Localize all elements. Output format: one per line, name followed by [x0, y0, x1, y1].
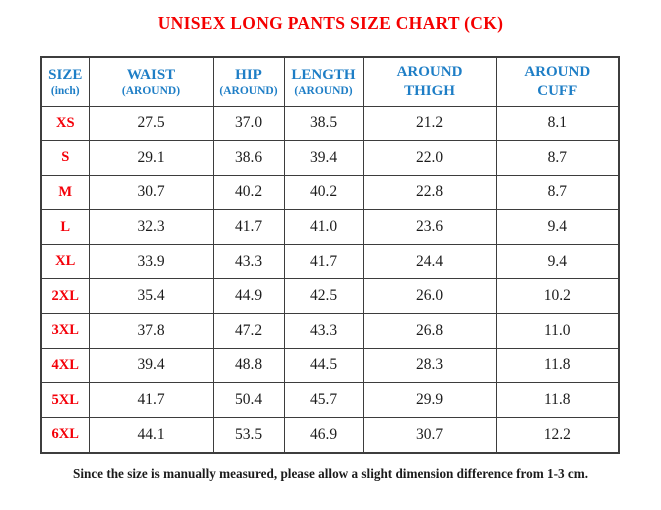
column-header-label: CUFF: [537, 82, 578, 99]
size-cell: 4XL: [40, 347, 90, 384]
table-header: SIZE (inch) WAIST (AROUND) HIP (AROUND) …: [40, 56, 620, 107]
value-cell: 23.6: [362, 209, 497, 245]
value-cell: 26.0: [362, 278, 497, 315]
value-cell: 24.4: [362, 243, 497, 280]
column-header-around-cuff: AROUND CUFF: [495, 56, 620, 107]
column-header-label: AROUND: [524, 64, 591, 81]
value-cell: 27.5: [88, 105, 214, 142]
header-row: SIZE (inch) WAIST (AROUND) HIP (AROUND) …: [40, 56, 620, 107]
table-row-s: S 29.1 38.6 39.4 22.0 8.7: [40, 140, 620, 176]
size-cell: 5XL: [40, 382, 90, 418]
value-cell: 22.0: [362, 140, 497, 176]
value-cell: 44.5: [283, 347, 364, 384]
value-cell: 41.7: [88, 382, 214, 418]
table-row-l: L 32.3 41.7 41.0 23.6 9.4: [40, 209, 620, 245]
value-cell: 9.4: [495, 209, 620, 245]
value-cell: 8.7: [495, 174, 620, 211]
value-cell: 43.3: [212, 243, 285, 280]
column-header-hip: HIP (AROUND): [212, 56, 285, 107]
size-cell: 3XL: [40, 313, 90, 349]
value-cell: 37.8: [88, 313, 214, 349]
value-cell: 41.7: [212, 209, 285, 245]
value-cell: 26.8: [362, 313, 497, 349]
value-cell: 46.9: [283, 416, 364, 454]
column-header-length: LENGTH (AROUND): [283, 56, 364, 107]
table-row-2xl: 2XL 35.4 44.9 42.5 26.0 10.2: [40, 278, 620, 315]
value-cell: 10.2: [495, 278, 620, 315]
column-header-label: AROUND: [396, 64, 463, 81]
size-cell: 2XL: [40, 278, 90, 315]
value-cell: 41.0: [283, 209, 364, 245]
value-cell: 45.7: [283, 382, 364, 418]
table-row-4xl: 4XL 39.4 48.8 44.5 28.3 11.8: [40, 347, 620, 384]
column-header-label: THIGH: [404, 82, 455, 99]
size-cell: S: [40, 140, 90, 176]
value-cell: 32.3: [88, 209, 214, 245]
value-cell: 29.9: [362, 382, 497, 418]
value-cell: 43.3: [283, 313, 364, 349]
value-cell: 21.2: [362, 105, 497, 142]
value-cell: 38.5: [283, 105, 364, 142]
column-header-around-thigh: AROUND THIGH: [362, 56, 497, 107]
size-cell: 6XL: [40, 416, 90, 454]
table-row-xs: XS 27.5 37.0 38.5 21.2 8.1: [40, 105, 620, 142]
value-cell: 8.1: [495, 105, 620, 142]
value-cell: 53.5: [212, 416, 285, 454]
value-cell: 39.4: [283, 140, 364, 176]
column-header-size: SIZE (inch): [40, 56, 90, 107]
value-cell: 44.9: [212, 278, 285, 315]
value-cell: 50.4: [212, 382, 285, 418]
value-cell: 37.0: [212, 105, 285, 142]
size-cell: L: [40, 209, 90, 245]
value-cell: 48.8: [212, 347, 285, 384]
page-title: UNISEX LONG PANTS SIZE CHART (CK): [157, 13, 504, 33]
value-cell: 39.4: [88, 347, 214, 384]
measurement-note: Since the size is manually measured, ple…: [72, 466, 588, 481]
value-cell: 9.4: [495, 243, 620, 280]
size-cell: XS: [40, 105, 90, 142]
value-cell: 40.2: [212, 174, 285, 211]
column-header-label: SIZE: [48, 66, 83, 83]
value-cell: 41.7: [283, 243, 364, 280]
value-cell: 33.9: [88, 243, 214, 280]
value-cell: 11.8: [495, 382, 620, 418]
value-cell: 11.8: [495, 347, 620, 384]
value-cell: 22.8: [362, 174, 497, 211]
value-cell: 28.3: [362, 347, 497, 384]
size-cell: XL: [40, 243, 90, 280]
column-header-label: HIP: [235, 66, 262, 83]
table-row-xl: XL 33.9 43.3 41.7 24.4 9.4: [40, 243, 620, 280]
column-header-waist: WAIST (AROUND): [88, 56, 214, 107]
value-cell: 35.4: [88, 278, 214, 315]
value-cell: 30.7: [362, 416, 497, 454]
value-cell: 47.2: [212, 313, 285, 349]
size-cell: M: [40, 174, 90, 211]
value-cell: 42.5: [283, 278, 364, 315]
table-row-6xl: 6XL 44.1 53.5 46.9 30.7 12.2: [40, 416, 620, 454]
value-cell: 29.1: [88, 140, 214, 176]
value-cell: 30.7: [88, 174, 214, 211]
table-row-3xl: 3XL 37.8 47.2 43.3 26.8 11.0: [40, 313, 620, 349]
table-row-5xl: 5XL 41.7 50.4 45.7 29.9 11.8: [40, 382, 620, 418]
value-cell: 11.0: [495, 313, 620, 349]
value-cell: 8.7: [495, 140, 620, 176]
table-body: XS 27.5 37.0 38.5 21.2 8.1 S 29.1 38.6 3…: [40, 105, 620, 454]
column-header-sublabel: (inch): [50, 84, 80, 97]
table-row-m: M 30.7 40.2 40.2 22.8 8.7: [40, 174, 620, 211]
column-header-sublabel: (AROUND): [219, 84, 278, 97]
size-chart-table: SIZE (inch) WAIST (AROUND) HIP (AROUND) …: [40, 56, 620, 454]
value-cell: 40.2: [283, 174, 364, 211]
column-header-sublabel: (AROUND): [121, 84, 181, 97]
value-cell: 44.1: [88, 416, 214, 454]
value-cell: 38.6: [212, 140, 285, 176]
column-header-label: WAIST: [126, 66, 176, 83]
column-header-sublabel: (AROUND): [294, 84, 353, 97]
column-header-label: LENGTH: [291, 66, 356, 83]
value-cell: 12.2: [495, 416, 620, 454]
